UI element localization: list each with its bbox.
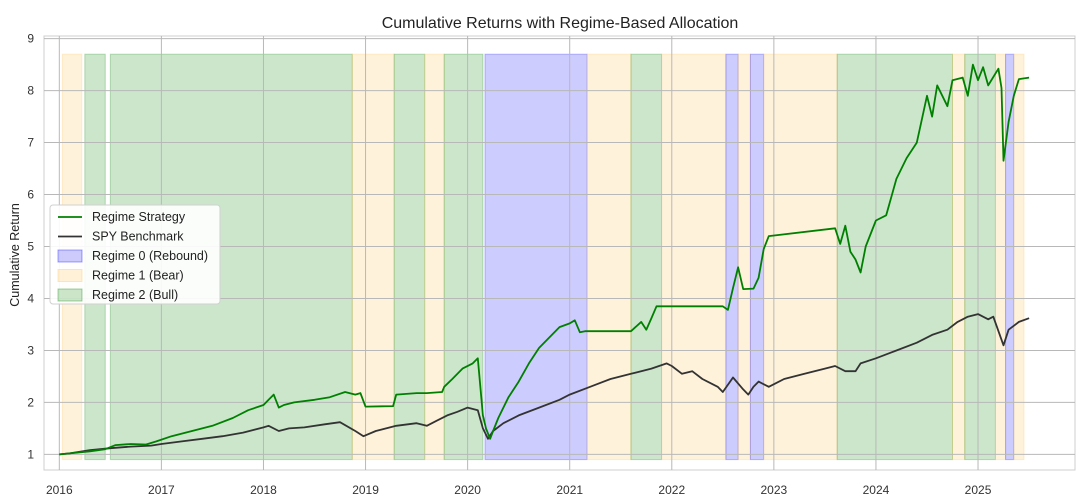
- regime-span-1: [952, 53, 966, 461]
- regime-span-2: [393, 53, 426, 461]
- series-lines: [59, 63, 1030, 456]
- gridlines: [44, 36, 1075, 470]
- legend-label: SPY Benchmark: [92, 230, 184, 244]
- regime-span-2: [964, 53, 996, 461]
- y-tick-label: 2: [27, 395, 34, 409]
- x-tick-label: 2017: [148, 483, 175, 497]
- x-tick-label: 2018: [250, 483, 277, 497]
- regime-span-1: [661, 53, 727, 461]
- regime-span-1: [351, 53, 395, 461]
- x-tick-label: 2023: [761, 483, 788, 497]
- series-line-spy-benchmark: [59, 313, 1030, 456]
- x-tick-label: 2021: [556, 483, 583, 497]
- legend-items: Regime Strategy SPY Benchmark Regime 0 (Re…: [57, 210, 208, 302]
- x-tick-label: 2022: [658, 483, 685, 497]
- y-tick-label: 1: [27, 447, 34, 461]
- regime-span-2: [443, 53, 484, 461]
- legend-patch-swatch: [57, 269, 83, 282]
- y-tick-label: 7: [27, 136, 34, 150]
- y-axis-label: Cumulative Return: [8, 203, 22, 307]
- regime-span-2: [836, 53, 954, 461]
- x-tick-label: 2025: [965, 483, 992, 497]
- y-tick-label: 4: [27, 291, 34, 305]
- legend-patch-swatch: [57, 249, 83, 263]
- y-tick-label: 3: [27, 343, 34, 357]
- x-axis-ticks: 2016 2017 2018 2019 2020 2021 2022 2023 2024 2025: [46, 483, 992, 497]
- series-line-regime-strategy: [59, 63, 1030, 456]
- regime-span-2: [630, 53, 663, 461]
- regime-span-0: [749, 53, 765, 461]
- x-tick-label: 2016: [46, 483, 73, 497]
- legend-box: [49, 204, 221, 305]
- regime-span-1: [1013, 53, 1025, 461]
- regime-span-0: [725, 53, 739, 461]
- y-tick-label: 9: [27, 32, 34, 46]
- legend-patch-swatch: [57, 288, 83, 302]
- regime-span-1: [424, 53, 445, 461]
- legend-label: Regime 2 (Bull): [92, 288, 178, 302]
- chart-title: Cumulative Returns with Regime-Based All…: [382, 15, 739, 32]
- regime-span-0: [484, 53, 588, 461]
- regime-span-1: [763, 53, 838, 461]
- y-tick-label: 5: [27, 240, 34, 254]
- legend: Regime Strategy SPY Benchmark Regime 0 (Re…: [49, 204, 221, 305]
- legend-label: Regime 0 (Rebound): [92, 249, 208, 263]
- regime-span-1: [737, 53, 751, 461]
- x-tick-label: 2024: [863, 483, 890, 497]
- regime-spans: [61, 53, 1025, 461]
- legend-label: Regime Strategy: [92, 210, 186, 224]
- y-tick-label: 8: [27, 84, 34, 98]
- regime-span-0: [1005, 53, 1015, 461]
- y-axis-ticks: 1 2 3 4 5 6 7 8 9: [27, 32, 34, 462]
- y-tick-label: 6: [27, 188, 34, 202]
- legend-label: Regime 1 (Bear): [92, 269, 184, 283]
- x-tick-label: 2020: [454, 483, 481, 497]
- regime-span-1: [994, 53, 1007, 461]
- x-tick-label: 2019: [352, 483, 379, 497]
- regime-span-1: [586, 53, 632, 461]
